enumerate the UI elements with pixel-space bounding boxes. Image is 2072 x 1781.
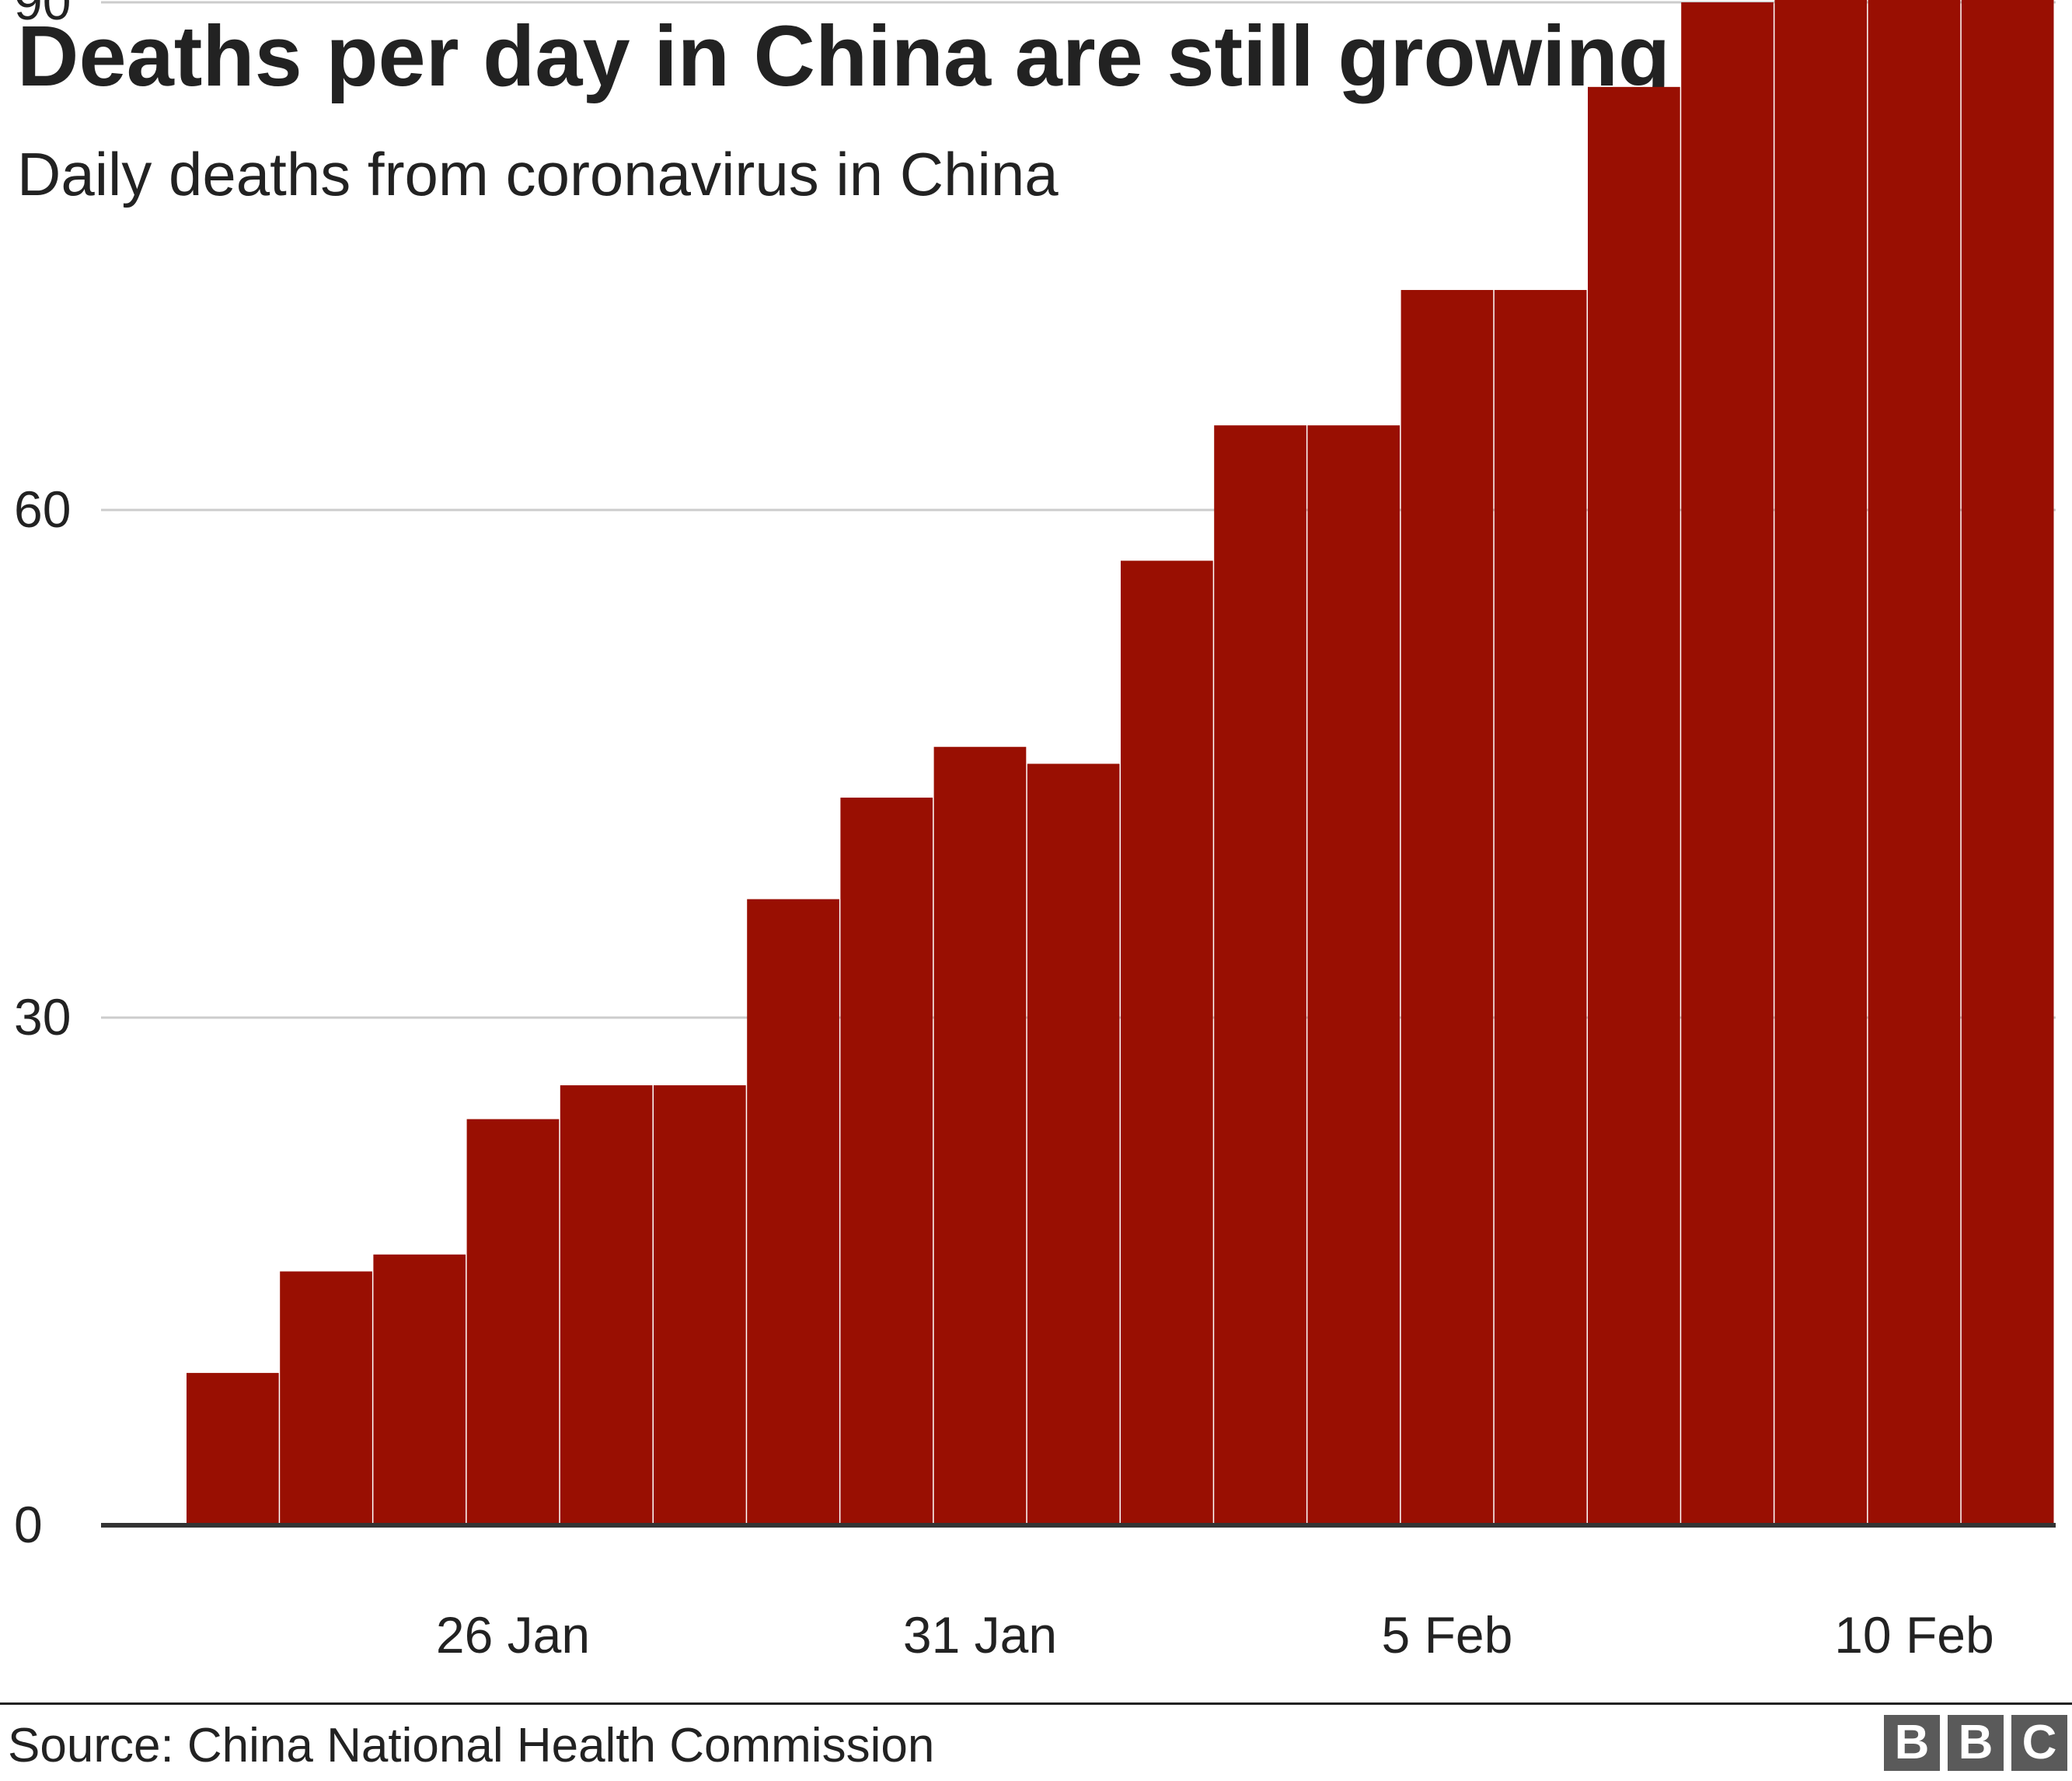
x-tick-label: 10 Feb (1834, 1606, 1994, 1664)
bar (1214, 425, 1306, 1525)
y-tick-label: 30 (14, 988, 71, 1046)
bbc-logo-letter: C (2011, 1715, 2067, 1771)
y-tick-label: 90 (14, 0, 71, 30)
bar (466, 1119, 560, 1525)
bar (373, 1254, 466, 1525)
source-note: Source: China National Health Commission (8, 1719, 935, 1772)
bar (1681, 2, 1774, 1525)
y-tick-labels: 0 30 60 90 (14, 0, 71, 1553)
chart-subtitle: Daily deaths from coronavirus in China (17, 140, 1059, 208)
bar (1494, 290, 1587, 1525)
y-tick-label: 0 (14, 1496, 43, 1553)
x-tick-label: 5 Feb (1382, 1606, 1513, 1664)
bar (840, 798, 933, 1525)
bar (747, 899, 839, 1525)
bar (187, 1373, 279, 1525)
bbc-logo: B B C (1884, 1715, 2067, 1771)
bar (933, 746, 1027, 1525)
chart-title: Deaths per day in China are still growin… (17, 9, 1671, 104)
bar (1027, 763, 1120, 1525)
bar (1868, 0, 1961, 1526)
bar (280, 1271, 372, 1525)
bar (1961, 0, 2054, 1526)
bar (1774, 0, 1868, 1526)
bar (1121, 560, 1213, 1525)
bars (187, 0, 2054, 1526)
bbc-logo-letter: B (1948, 1715, 2004, 1771)
bar (1307, 425, 1401, 1525)
x-tick-label: 26 Jan (436, 1606, 590, 1664)
y-tick-label: 60 (14, 480, 71, 538)
x-tick-label: 31 Jan (903, 1606, 1057, 1664)
bbc-logo-letter: B (1884, 1715, 1940, 1771)
bar (1401, 290, 1494, 1525)
footer-divider (0, 1702, 2072, 1705)
x-tick-labels: 26 Jan 31 Jan 5 Feb 10 Feb (436, 1606, 1994, 1664)
bar (654, 1085, 746, 1525)
bar (1588, 86, 1680, 1525)
bar (560, 1085, 653, 1525)
